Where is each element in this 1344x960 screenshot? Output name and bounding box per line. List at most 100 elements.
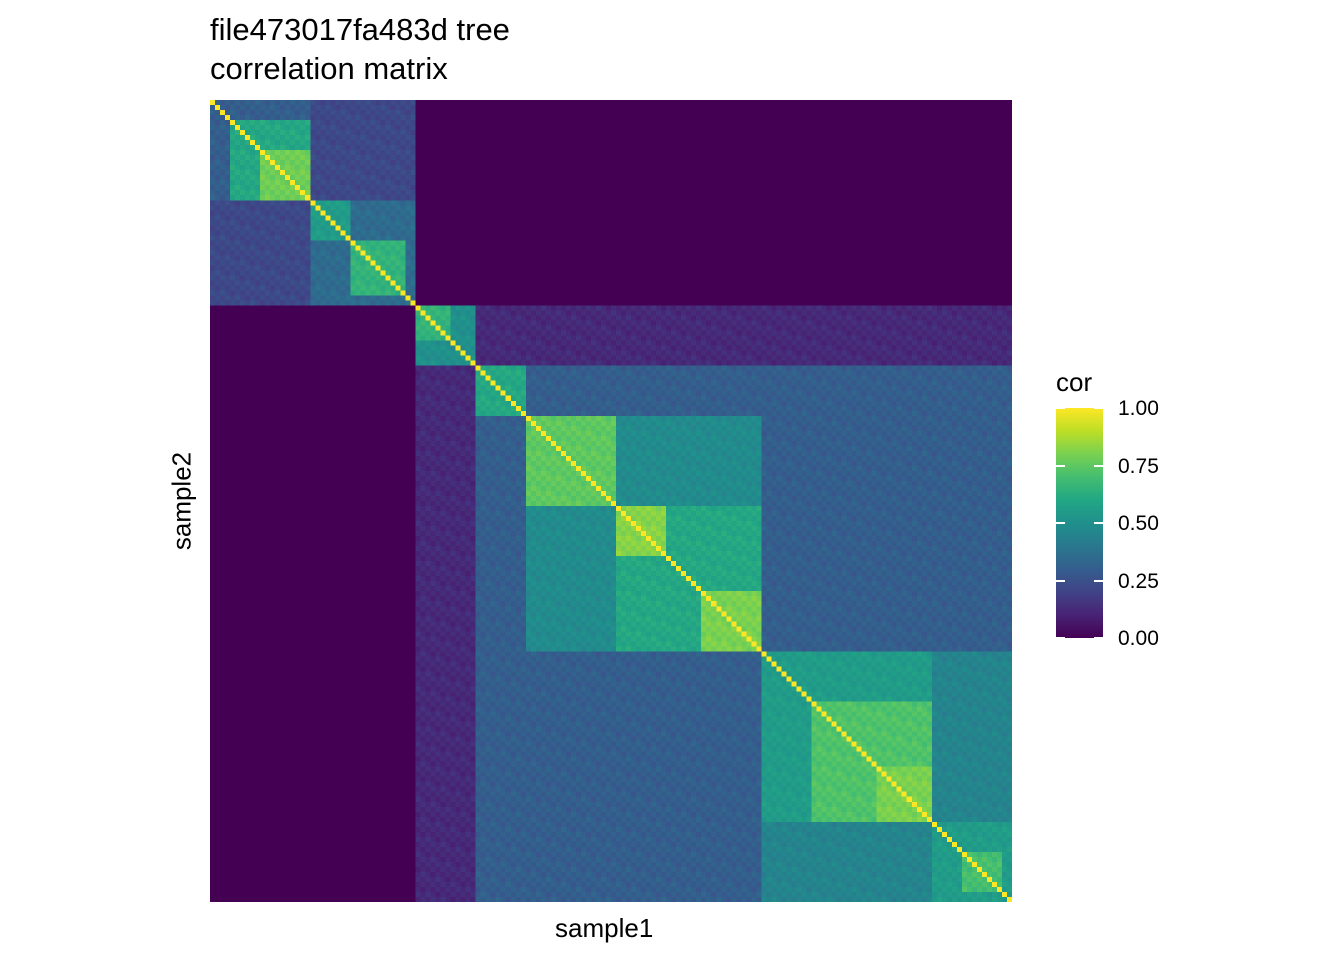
heatmap-cell — [300, 255, 306, 261]
heatmap-cell — [590, 155, 597, 161]
heatmap-cell — [861, 185, 867, 191]
heatmap-cell — [661, 180, 667, 186]
heatmap-cell — [986, 130, 993, 136]
heatmap-cell — [981, 110, 988, 116]
heatmap-cell — [611, 100, 617, 106]
heatmap-cell — [335, 120, 341, 126]
heatmap-cell — [736, 120, 742, 126]
heatmap-cell — [410, 150, 416, 156]
heatmap-cell — [921, 205, 927, 211]
heatmap-cell — [636, 210, 642, 216]
heatmap-cell — [365, 200, 371, 206]
heatmap-cell — [545, 240, 551, 246]
heatmap-cell — [666, 175, 672, 181]
heatmap-cell — [661, 225, 667, 231]
heatmap-cell — [310, 255, 316, 261]
heatmap-cell — [575, 215, 582, 221]
heatmap-cell — [280, 165, 286, 171]
heatmap-cell — [530, 110, 536, 116]
heatmap-cell — [656, 235, 662, 241]
heatmap-cell — [435, 180, 441, 186]
heatmap-cell — [881, 115, 887, 121]
heatmap-cell — [395, 180, 401, 186]
heatmap-cell — [355, 250, 361, 256]
heatmap-cell — [605, 200, 612, 206]
heatmap-cell — [956, 140, 962, 146]
heatmap-cell — [621, 185, 627, 191]
heatmap-cell — [395, 110, 401, 116]
heatmap-cell — [756, 220, 762, 226]
heatmap-cell — [946, 145, 952, 151]
heatmap-cell — [986, 205, 993, 211]
heatmap-cell — [230, 120, 236, 126]
heatmap-cell — [821, 160, 827, 166]
heatmap-cell — [525, 165, 531, 171]
heatmap-cell — [570, 250, 577, 256]
heatmap-cell — [816, 230, 822, 236]
heatmap-cell — [595, 150, 602, 156]
heatmap-cell — [771, 170, 777, 176]
heatmap-cell — [646, 175, 652, 181]
heatmap-cell — [831, 205, 837, 211]
heatmap-cell — [605, 225, 612, 231]
heatmap-cell — [250, 130, 256, 136]
heatmap-cell — [245, 150, 251, 156]
heatmap-cell — [641, 140, 647, 146]
heatmap-cell — [285, 225, 291, 231]
heatmap-cell — [280, 200, 286, 206]
heatmap-cell — [826, 175, 832, 181]
heatmap-cell — [806, 110, 812, 116]
heatmap-cell — [671, 130, 677, 136]
heatmap-cell — [390, 220, 396, 226]
heatmap-cell — [545, 235, 551, 241]
heatmap-cell — [771, 210, 777, 216]
heatmap-cell — [926, 120, 932, 126]
heatmap-cell — [886, 225, 892, 231]
heatmap-cell — [500, 180, 506, 186]
heatmap-cell — [666, 100, 672, 106]
heatmap-cell — [746, 130, 752, 136]
heatmap-cell — [636, 140, 642, 146]
heatmap-cell — [470, 115, 476, 121]
heatmap-cell — [621, 155, 627, 161]
heatmap-cell — [761, 220, 767, 226]
heatmap-cell — [415, 140, 421, 146]
heatmap-cell — [260, 155, 266, 161]
heatmap-cell — [711, 245, 717, 251]
heatmap-cell — [270, 195, 276, 201]
heatmap-cell — [886, 110, 892, 116]
heatmap-cell — [801, 105, 807, 111]
heatmap-cell — [455, 195, 461, 201]
heatmap-cell — [936, 180, 942, 186]
heatmap-cell — [806, 195, 812, 201]
heatmap-cell — [616, 145, 622, 151]
heatmap-cell — [941, 230, 947, 236]
heatmap-cell — [1001, 125, 1008, 131]
heatmap-cell — [756, 130, 762, 136]
heatmap-cell — [931, 220, 937, 226]
heatmap-cell — [440, 245, 446, 251]
heatmap-cell — [626, 165, 632, 171]
heatmap-cell — [465, 155, 471, 161]
heatmap-cell — [646, 105, 652, 111]
heatmap-cell — [911, 190, 917, 196]
heatmap-cell — [590, 245, 597, 251]
heatmap-cell — [721, 165, 727, 171]
heatmap-cell — [350, 170, 356, 176]
heatmap-cell — [320, 235, 326, 241]
heatmap-cell — [210, 250, 216, 256]
heatmap-cell — [996, 125, 1003, 131]
heatmap-cell — [535, 245, 541, 251]
heatmap-cell — [555, 125, 561, 131]
heatmap-cell — [636, 230, 642, 236]
heatmap-cell — [691, 185, 697, 191]
heatmap-cell — [811, 230, 817, 236]
heatmap-cell — [340, 230, 346, 236]
heatmap-cell — [846, 145, 852, 151]
heatmap-cell — [255, 250, 261, 256]
heatmap-cell — [836, 245, 842, 251]
heatmap-cell — [971, 165, 978, 171]
heatmap-cell — [375, 100, 381, 106]
heatmap-cell — [365, 105, 371, 111]
heatmap-cell — [325, 245, 331, 251]
